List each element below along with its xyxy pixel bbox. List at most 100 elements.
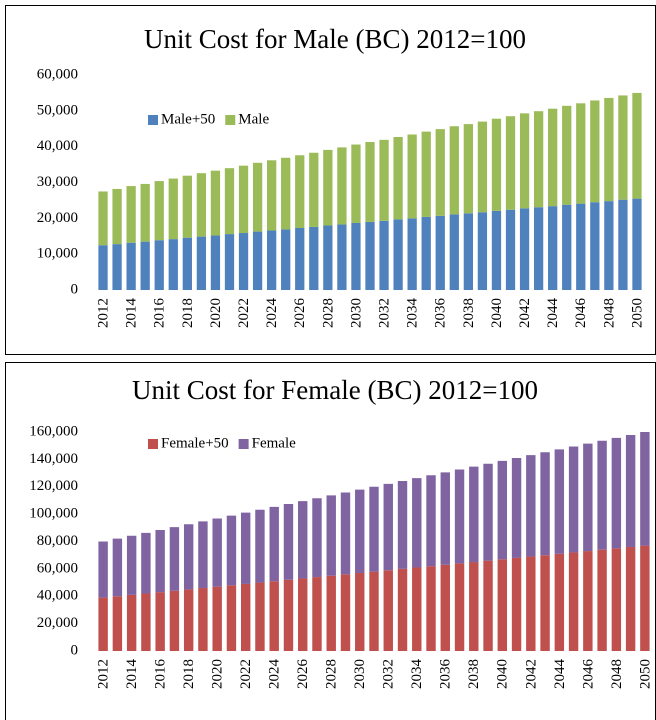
x-tick-label: 2022 <box>236 298 252 328</box>
bar-segment <box>283 579 294 651</box>
bar-segment <box>568 446 579 553</box>
bar-segment <box>469 466 479 563</box>
bar-segment <box>141 532 151 594</box>
y-tick-label: 40,000 <box>37 138 78 154</box>
bar-segment <box>255 582 265 651</box>
x-tick-label: 2038 <box>461 298 477 328</box>
bar-segment <box>198 521 208 589</box>
bar-segment <box>210 170 221 236</box>
bar-segment <box>126 594 137 651</box>
bar-segment <box>412 567 422 651</box>
bar-segment <box>126 186 136 243</box>
bar-segment <box>309 152 319 227</box>
bar-segment <box>112 188 122 245</box>
x-tick-label: 2038 <box>466 659 482 689</box>
bar-segment <box>112 596 123 651</box>
bar-segment <box>240 583 251 651</box>
x-tick-label: 2030 <box>348 298 364 328</box>
bar-segment <box>226 515 237 586</box>
bar-segment <box>632 92 642 199</box>
bar-segment <box>604 97 614 202</box>
bar-segment <box>365 142 375 222</box>
x-tick-label: 2042 <box>523 659 539 689</box>
bar-segment <box>505 116 516 210</box>
bar-segment <box>298 578 308 651</box>
y-tick-label: 40,000 <box>37 588 78 604</box>
bar-segment <box>238 165 249 234</box>
bar-segment <box>312 577 322 651</box>
bar-segment <box>252 162 263 232</box>
bar-segment <box>449 126 459 215</box>
bar-segment <box>583 443 593 552</box>
bar-segment <box>483 463 493 561</box>
bar-segment <box>393 219 403 290</box>
x-tick-label: 2028 <box>324 659 340 689</box>
bar-segment <box>154 181 164 241</box>
bar-segment <box>168 239 178 290</box>
x-tick-label: 2044 <box>545 298 561 329</box>
bar-segment <box>326 495 336 576</box>
x-tick-label: 2044 <box>552 659 568 690</box>
bar-segment <box>383 483 393 571</box>
bar-segment <box>640 432 650 546</box>
bar-segment <box>421 216 431 290</box>
bar-segment <box>140 183 150 242</box>
bar-segment <box>226 585 237 651</box>
bar-segment <box>183 589 194 651</box>
bar-segment <box>141 593 151 651</box>
bar-segment <box>323 149 333 226</box>
x-tick-label: 2032 <box>376 298 392 328</box>
bar-segment <box>463 213 473 290</box>
bar-segment <box>540 452 550 556</box>
bar-segment <box>355 572 365 651</box>
bar-segment <box>183 524 194 590</box>
bar-segment <box>463 124 473 214</box>
y-tick-label: 100,000 <box>29 506 78 522</box>
bar-segment <box>182 175 192 238</box>
x-tick-label: 2050 <box>629 298 645 328</box>
bar-segment <box>449 214 459 290</box>
y-tick-label: 30,000 <box>37 174 78 190</box>
y-tick-label: 80,000 <box>37 533 78 549</box>
bar-segment <box>590 100 600 203</box>
bar-segment <box>526 455 536 557</box>
legend-label: Male <box>238 111 269 127</box>
bar-segment <box>562 105 572 205</box>
bar-segment <box>210 235 221 290</box>
bar-segment <box>576 103 586 204</box>
bar-segment <box>224 234 235 290</box>
x-tick-label: 2048 <box>609 659 625 689</box>
bar-segment <box>155 592 165 651</box>
bar-segment <box>240 512 251 584</box>
bar-segment <box>169 590 180 651</box>
bar-segment <box>611 548 622 651</box>
bar-segment <box>126 535 137 595</box>
chart-title: Unit Cost for Male (BC) 2012=100 <box>144 24 526 54</box>
bar-segment <box>312 498 322 578</box>
bar-segment <box>412 478 422 568</box>
x-tick-label: 2024 <box>264 298 280 329</box>
bar-segment <box>519 208 530 290</box>
x-tick-label: 2018 <box>180 298 196 328</box>
bar-segment <box>140 241 150 290</box>
bar-segment <box>379 139 389 221</box>
x-tick-label: 2032 <box>381 659 397 689</box>
bar-segment <box>548 206 558 290</box>
bar-segment <box>198 588 208 651</box>
chart-title: Unit Cost for Female (BC) 2012=100 <box>132 375 538 405</box>
y-tick-label: 20,000 <box>37 210 78 226</box>
bar-segment <box>435 129 445 216</box>
x-tick-label: 2050 <box>637 659 653 689</box>
bar-segment <box>421 131 431 217</box>
y-tick-label: 50,000 <box>37 102 78 118</box>
bar-segment <box>540 555 550 651</box>
x-tick-label: 2036 <box>438 659 454 690</box>
bar-segment <box>393 136 403 220</box>
bar-segment <box>618 95 628 200</box>
bar-segment <box>269 581 279 651</box>
bar-segment <box>196 236 207 290</box>
bar-segment <box>98 245 108 290</box>
bar-segment <box>407 218 417 290</box>
bar-segment <box>168 178 178 240</box>
bar-segment <box>355 489 365 573</box>
